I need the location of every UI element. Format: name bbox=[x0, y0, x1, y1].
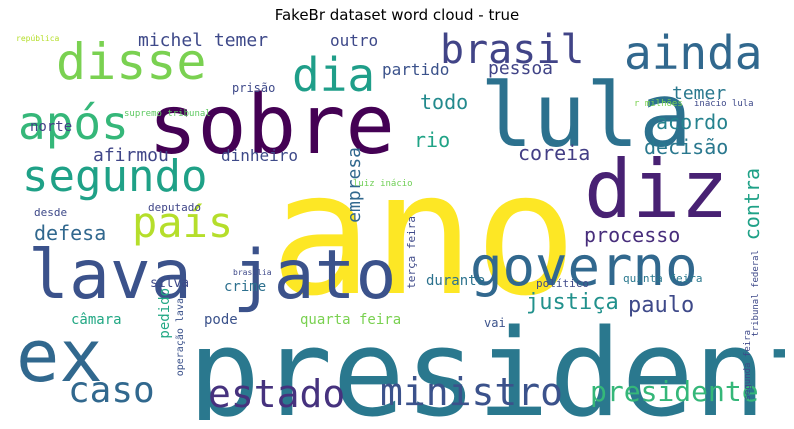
word-pessoa: pessoa bbox=[488, 58, 554, 79]
word-r-milhões: r milhões bbox=[634, 99, 683, 109]
word-supremo-tribunal: supremo tribunal bbox=[124, 109, 211, 119]
word-presidente: presidente bbox=[590, 375, 759, 408]
word-sobre: sobre bbox=[148, 78, 395, 173]
word-michel-temer: michel temer bbox=[138, 30, 269, 51]
word-pode: pode bbox=[204, 312, 238, 328]
word-caso: caso bbox=[68, 370, 155, 411]
word-processo: processo bbox=[584, 223, 681, 247]
word-lula: lula bbox=[480, 64, 692, 167]
chart-title: FakeBr dataset word cloud - true bbox=[274, 6, 520, 24]
word-partido: partido bbox=[382, 60, 450, 79]
word-diz: diz bbox=[584, 143, 729, 236]
word-temer: temer bbox=[672, 83, 727, 104]
word-após: após bbox=[18, 96, 129, 150]
word-brasília: brasília bbox=[233, 268, 272, 277]
word-afirmou: afirmou bbox=[93, 145, 169, 166]
word-câmara: câmara bbox=[71, 312, 122, 328]
word-ainda: ainda bbox=[624, 30, 763, 80]
word-tribunal-federal: tribunal federal bbox=[751, 250, 761, 337]
word-defesa: defesa bbox=[34, 221, 107, 245]
word-desde: desde bbox=[34, 206, 68, 219]
word-pedido: pedido bbox=[157, 288, 173, 339]
word-estado: estado bbox=[208, 372, 346, 416]
word-país: país bbox=[132, 198, 234, 247]
word-dia: dia bbox=[292, 48, 376, 102]
word-luiz-inácio: luiz inácio bbox=[353, 179, 413, 189]
word-segunda-feira: segunda feira bbox=[743, 330, 753, 401]
word-presidente: presidente bbox=[188, 305, 785, 421]
word-político: político bbox=[536, 277, 589, 290]
word-acordo: acordo bbox=[656, 110, 729, 134]
word-ex: ex bbox=[16, 314, 103, 398]
word-silva: silva bbox=[150, 276, 190, 291]
word-disse: disse bbox=[56, 33, 207, 91]
word-brasil: brasil bbox=[440, 30, 585, 73]
word-contra: contra bbox=[740, 168, 764, 241]
word-inácio-lula: inácio lula bbox=[694, 99, 754, 109]
word-ano: ano bbox=[270, 136, 578, 334]
word-quarta-feira: quarta feira bbox=[300, 312, 402, 328]
word-norte: norte bbox=[30, 119, 73, 135]
word-vai: vai bbox=[484, 316, 506, 330]
word-dinheiro: dinheiro bbox=[221, 146, 299, 165]
word-terça-feira: terça feira bbox=[405, 216, 418, 289]
word-coreia: coreia bbox=[518, 141, 591, 165]
word-deputado: deputado bbox=[148, 201, 201, 214]
word-governo: governo bbox=[470, 235, 698, 298]
word-rio: rio bbox=[414, 128, 451, 152]
word-operação-lava: operação lava bbox=[175, 298, 186, 377]
word-durante: durante bbox=[426, 273, 486, 289]
word-cloud: ano presidente lula sobre ex diz lava jato gove… bbox=[8, 30, 785, 420]
word-outro: outro bbox=[330, 31, 379, 50]
word-decisão: decisão bbox=[644, 135, 729, 159]
word-segundo: segundo bbox=[22, 151, 208, 202]
word-lava-jato: lava jato bbox=[28, 236, 397, 315]
word-paulo: paulo bbox=[628, 293, 695, 318]
word-ministro: ministro bbox=[380, 370, 564, 414]
word-prisão: prisão bbox=[232, 81, 276, 95]
word-justiça: justiça bbox=[526, 290, 619, 315]
word-crime: crime bbox=[224, 279, 267, 295]
word-quinta-feira: quinta feira bbox=[623, 272, 703, 285]
word-todo: todo bbox=[420, 90, 469, 114]
word-república: república bbox=[16, 34, 60, 43]
